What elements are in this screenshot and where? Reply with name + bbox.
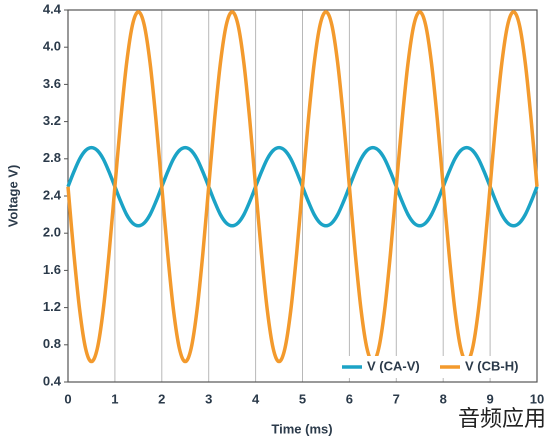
x-axis-label: Time (ms) (271, 421, 332, 436)
y-tick-label: 2.8 (43, 150, 61, 165)
legend-box (338, 356, 534, 378)
x-tick-label: 9 (486, 391, 493, 406)
y-tick-label: 1.6 (43, 262, 61, 277)
x-tick-label: 2 (158, 391, 165, 406)
x-tick-label: 3 (205, 391, 212, 406)
legend-label: V (CB-H) (465, 358, 518, 373)
y-tick-label: 2.4 (43, 187, 62, 202)
x-tick-label: 4 (252, 391, 260, 406)
x-tick-label: 5 (299, 391, 306, 406)
x-tick-label: 0 (64, 391, 71, 406)
y-tick-label: 0.4 (43, 373, 62, 388)
x-tick-label: 1 (111, 391, 118, 406)
y-tick-label: 0.8 (43, 336, 61, 351)
y-tick-label: 4.0 (43, 39, 61, 54)
watermark: 音频应用 (458, 406, 546, 431)
x-tick-label: 8 (440, 391, 447, 406)
series-line (66, 10, 539, 364)
y-tick-label: 3.6 (43, 76, 61, 91)
x-tick-label: 10 (530, 391, 544, 406)
x-tick-label: 7 (393, 391, 400, 406)
y-tick-label: 4.4 (43, 1, 62, 16)
legend-label: V (CA-V) (367, 358, 420, 373)
y-tick-label: 1.2 (43, 299, 61, 314)
y-tick-label: 3.2 (43, 113, 61, 128)
y-tick-label: 2.0 (43, 225, 61, 240)
y-axis-label: Voltage V) (5, 165, 20, 228)
x-tick-label: 6 (346, 391, 353, 406)
